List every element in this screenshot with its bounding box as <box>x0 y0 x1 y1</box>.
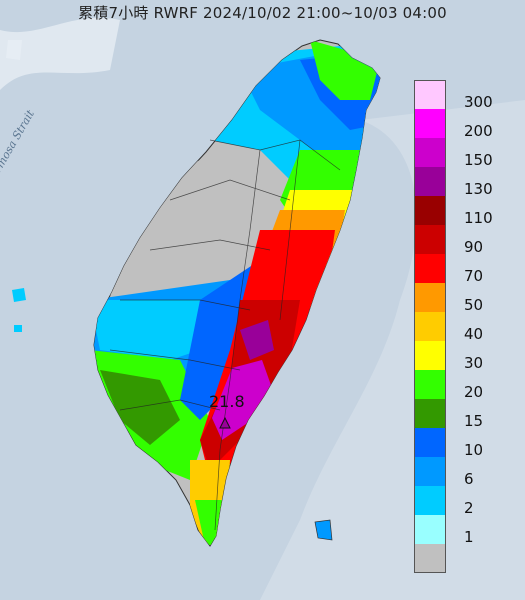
legend-label: 150 <box>464 151 493 169</box>
legend-label: 2 <box>464 499 474 517</box>
legend-row: 40 <box>414 312 524 343</box>
legend-row: 70 <box>414 254 524 285</box>
map-title: 累積7小時 RWRF 2024/10/02 21:00~10/03 04:00 <box>78 4 447 22</box>
zone-purple-peak <box>240 320 274 360</box>
legend-swatch <box>414 399 446 428</box>
green-island <box>314 519 333 541</box>
color-legend: 300 200 150 130 110 90 70 50 40 30 20 15 10 6 2 1 <box>414 80 524 573</box>
legend-row: 10 <box>414 428 524 459</box>
zone-magenta-peak <box>212 360 272 440</box>
zone-darkgreen-sw <box>100 370 180 445</box>
legend-swatch <box>414 196 446 225</box>
legend-swatch <box>414 283 446 312</box>
legend-swatch <box>414 254 446 283</box>
legend-row: 110 <box>414 196 524 227</box>
legend-row: 200 <box>414 109 524 140</box>
legend-swatch <box>414 370 446 399</box>
legend-label: 200 <box>464 122 493 140</box>
legend-label: 40 <box>464 325 484 343</box>
legend-row: 50 <box>414 283 524 314</box>
legend-label: 15 <box>464 412 484 430</box>
legend-swatch <box>414 428 446 457</box>
legend-label: 90 <box>464 238 484 256</box>
legend-swatch <box>414 515 446 544</box>
legend-swatch <box>414 486 446 515</box>
legend-label: 10 <box>464 441 484 459</box>
legend-row: 90 <box>414 225 524 256</box>
legend-label: 50 <box>464 296 484 314</box>
small-island-west-2 <box>14 325 22 332</box>
cloud-band-west <box>0 17 120 90</box>
legend-row: 15 <box>414 399 524 430</box>
legend-row <box>414 544 524 573</box>
legend-swatch <box>414 225 446 254</box>
small-island-north <box>6 40 22 60</box>
legend-swatch <box>414 457 446 486</box>
legend-swatch <box>414 544 446 573</box>
small-island-west <box>12 288 26 302</box>
legend-label: 6 <box>464 470 474 488</box>
legend-label: 20 <box>464 383 484 401</box>
county-boundaries <box>109 139 341 531</box>
legend-row: 1 <box>414 515 524 546</box>
legend-swatch <box>414 138 446 167</box>
legend-row: 30 <box>414 341 524 372</box>
legend-label: 300 <box>464 93 493 111</box>
legend-swatch <box>414 312 446 341</box>
legend-swatch <box>414 80 446 109</box>
legend-row: 6 <box>414 457 524 488</box>
legend-row: 20 <box>414 370 524 401</box>
legend-swatch <box>414 109 446 138</box>
legend-row: 2 <box>414 486 524 517</box>
peak-value-label: 21.8 <box>209 392 245 411</box>
legend-label: 1 <box>464 528 474 546</box>
peak-marker-icon <box>219 416 231 429</box>
legend-label: 110 <box>464 209 493 227</box>
legend-swatch <box>414 341 446 370</box>
legend-swatch <box>414 167 446 196</box>
rainfall-zones <box>94 40 380 545</box>
cloud-band <box>260 100 525 600</box>
legend-label: 30 <box>464 354 484 372</box>
legend-row: 300 <box>414 80 524 111</box>
legend-row: 150 <box>414 138 524 169</box>
legend-row: 130 <box>414 167 524 198</box>
legend-label: 130 <box>464 180 493 198</box>
legend-label: 70 <box>464 267 484 285</box>
